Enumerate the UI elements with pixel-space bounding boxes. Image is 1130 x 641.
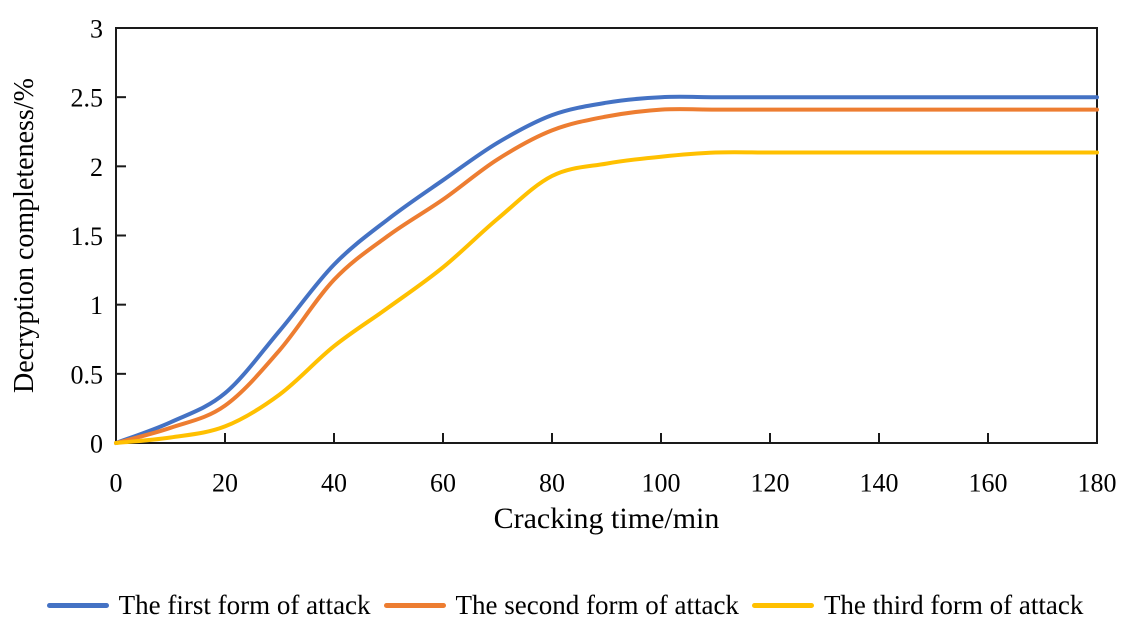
x-tick-label: 140	[860, 469, 899, 498]
legend-item-first-form: The first form of attack	[46, 589, 371, 621]
legend-line-swatch-first	[46, 602, 109, 608]
x-tick-label: 20	[212, 469, 238, 498]
plot-border	[115, 27, 1098, 444]
y-tick-label: 0.5	[71, 360, 104, 389]
series-line-third-form	[114, 150, 1099, 445]
x-tick-label: 80	[539, 469, 565, 498]
series-line-first-form	[114, 94, 1099, 445]
y-tick-label: 0	[90, 430, 103, 459]
series-line-second-form	[114, 107, 1099, 445]
y-tick-label: 3	[90, 15, 103, 44]
y-tick-label: 1	[90, 291, 103, 320]
chart-legend: The first form of attack The second form…	[0, 588, 1130, 622]
legend-label-third: The third form of attack	[823, 590, 1084, 620]
legend-item-second-form: The second form of attack	[383, 589, 739, 621]
plot-border-rect	[115, 27, 1098, 444]
x-tick-label: 60	[430, 469, 456, 498]
x-tick-label: 100	[642, 469, 681, 498]
y-tick-label: 1.5	[71, 222, 104, 251]
x-tick-label: 120	[751, 469, 790, 498]
legend-label-first: The first form of attack	[118, 590, 371, 620]
x-axis-title: Cracking time/min	[493, 502, 720, 535]
y-axis-title: Decryption completeness/%	[9, 78, 40, 393]
legend-label-second: The second form of attack	[455, 590, 739, 620]
series-lines	[114, 94, 1099, 445]
x-tick-label: 180	[1078, 469, 1117, 498]
x-axis: 0 20 40 60 80 100 120 140 160 180	[110, 433, 1117, 498]
legend-line-swatch-second	[383, 602, 446, 608]
x-tick-label: 0	[110, 469, 123, 498]
chart-canvas: 0 20 40 60 80 100 120 140 160 180 0 0.5 1 1.5 2 2.5 3	[71, 15, 1117, 498]
legend-line-swatch-third	[751, 602, 814, 608]
y-axis: 0 0.5 1 1.5 2 2.5 3	[71, 15, 126, 459]
y-tick-label: 2.5	[71, 84, 104, 113]
y-tick-label: 2	[90, 153, 103, 182]
x-tick-label: 160	[969, 469, 1008, 498]
x-tick-label: 40	[321, 469, 347, 498]
legend-item-third-form: The third form of attack	[751, 589, 1084, 621]
